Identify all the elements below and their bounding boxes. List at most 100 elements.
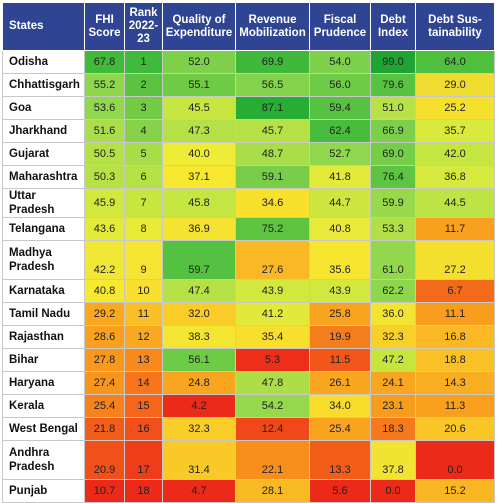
metric-cell: 20.6 [415, 417, 495, 441]
metric-cell: 36.8 [415, 165, 495, 189]
state-name: Kerala [2, 394, 85, 418]
metric-cell: 43.9 [235, 279, 310, 303]
metric-cell: 40.0 [162, 142, 236, 166]
metric-cell: 62.2 [370, 279, 416, 303]
metric-cell: 5.3 [235, 348, 310, 372]
metric-cell: 34.6 [235, 188, 310, 218]
table-row: West Bengal 21.8 16 32.3 12.4 25.4 18.3 20.6 [2, 417, 495, 441]
metric-cell: 0.0 [370, 479, 416, 503]
header-fhi-score: FHI Score [84, 2, 125, 51]
metric-cell: 16 [124, 417, 163, 441]
table-row: Gujarat 50.5 5 40.0 48.7 52.7 69.0 42.0 [2, 142, 495, 166]
metric-cell: 99.0 [370, 50, 416, 74]
metric-cell: 50.3 [84, 165, 125, 189]
table-row: Rajasthan 28.6 12 38.3 35.4 19.9 32.3 16.8 [2, 325, 495, 349]
metric-cell: 15 [124, 394, 163, 418]
metric-cell: 14.3 [415, 371, 495, 395]
state-name: Karnataka [2, 279, 85, 303]
state-name: Madhya Pradesh [2, 240, 85, 280]
table-row: Goa 53.6 3 45.5 87.1 59.4 51.0 25.2 [2, 96, 495, 120]
table-row: Madhya Pradesh 42.2 9 59.7 27.6 35.6 61.0 27.2 [2, 240, 495, 280]
metric-cell: 25.2 [415, 96, 495, 120]
metric-cell: 47.3 [162, 119, 236, 143]
metric-cell: 23.1 [370, 394, 416, 418]
metric-cell: 4.2 [162, 394, 236, 418]
metric-cell: 45.8 [162, 188, 236, 218]
metric-cell: 19.9 [309, 325, 371, 349]
table-row: Haryana 27.4 14 24.8 47.8 26.1 24.1 14.3 [2, 371, 495, 395]
state-name: Tamil Nadu [2, 302, 85, 326]
table-row: Uttar Pradesh 45.9 7 45.8 34.6 44.7 59.9 44.5 [2, 188, 495, 218]
metric-cell: 2 [124, 73, 163, 97]
metric-cell: 44.5 [415, 188, 495, 218]
metric-cell: 62.4 [309, 119, 371, 143]
table-header-row: States FHI Score Rank 2022-23 Quality of Ex… [2, 2, 495, 51]
metric-cell: 75.2 [235, 217, 310, 241]
table-row: Chhattisgarh 55.2 2 55.1 56.5 56.0 79.6 29.0 [2, 73, 495, 97]
state-name: Chhattisgarh [2, 73, 85, 97]
metric-cell: 5 [124, 142, 163, 166]
header-debt-sustainability: Debt Sus- tainability [415, 2, 495, 51]
metric-cell: 6.7 [415, 279, 495, 303]
table-row: Kerala 25.4 15 4.2 54.2 34.0 23.1 11.3 [2, 394, 495, 418]
metric-cell: 59.4 [309, 96, 371, 120]
metric-cell: 35.4 [235, 325, 310, 349]
metric-cell: 4.7 [162, 479, 236, 503]
metric-cell: 54.2 [235, 394, 310, 418]
table-row: Tamil Nadu 29.2 11 32.0 41.2 25.8 36.0 11.1 [2, 302, 495, 326]
metric-cell: 17 [124, 440, 163, 480]
metric-cell: 52.0 [162, 50, 236, 74]
state-name: Haryana [2, 371, 85, 395]
header-quality-of-expenditure: Quality of Expenditure [162, 2, 236, 51]
metric-cell: 4 [124, 119, 163, 143]
metric-cell: 32.3 [162, 417, 236, 441]
metric-cell: 20.9 [84, 440, 125, 480]
metric-cell: 25.4 [309, 417, 371, 441]
metric-cell: 35.7 [415, 119, 495, 143]
state-name: Gujarat [2, 142, 85, 166]
metric-cell: 52.7 [309, 142, 371, 166]
metric-cell: 1 [124, 50, 163, 74]
metric-cell: 13 [124, 348, 163, 372]
state-name: Andhra Pradesh [2, 440, 85, 480]
metric-cell: 12 [124, 325, 163, 349]
metric-cell: 66.9 [370, 119, 416, 143]
table-row: Jharkhand 51.6 4 47.3 45.7 62.4 66.9 35.7 [2, 119, 495, 143]
metric-cell: 21.8 [84, 417, 125, 441]
metric-cell: 16.8 [415, 325, 495, 349]
state-name: Odisha [2, 50, 85, 74]
metric-cell: 29.2 [84, 302, 125, 326]
metric-cell: 25.4 [84, 394, 125, 418]
metric-cell: 18 [124, 479, 163, 503]
metric-cell: 7 [124, 188, 163, 218]
table-row: Punjab 10.7 18 4.7 28.1 5.6 0.0 15.2 [2, 479, 495, 503]
metric-cell: 11.3 [415, 394, 495, 418]
metric-cell: 24.8 [162, 371, 236, 395]
metric-cell: 43.9 [309, 279, 371, 303]
metric-cell: 51.0 [370, 96, 416, 120]
state-name: West Bengal [2, 417, 85, 441]
metric-cell: 40.8 [309, 217, 371, 241]
metric-cell: 27.4 [84, 371, 125, 395]
metric-cell: 22.1 [235, 440, 310, 480]
state-name: Telangana [2, 217, 85, 241]
metric-cell: 18.8 [415, 348, 495, 372]
metric-cell: 53.3 [370, 217, 416, 241]
metric-cell: 6 [124, 165, 163, 189]
metric-cell: 87.1 [235, 96, 310, 120]
metric-cell: 69.0 [370, 142, 416, 166]
metric-cell: 56.1 [162, 348, 236, 372]
metric-cell: 26.1 [309, 371, 371, 395]
metric-cell: 51.6 [84, 119, 125, 143]
metric-cell: 64.0 [415, 50, 495, 74]
metric-cell: 40.8 [84, 279, 125, 303]
metric-cell: 53.6 [84, 96, 125, 120]
metric-cell: 35.6 [309, 240, 371, 280]
metric-cell: 11.5 [309, 348, 371, 372]
metric-cell: 67.8 [84, 50, 125, 74]
metric-cell: 11.1 [415, 302, 495, 326]
table-row: Telangana 43.6 8 36.9 75.2 40.8 53.3 11.7 [2, 217, 495, 241]
metric-cell: 28.6 [84, 325, 125, 349]
metric-cell: 27.2 [415, 240, 495, 280]
header-fiscal-prudence: Fiscal Prudence [309, 2, 371, 51]
